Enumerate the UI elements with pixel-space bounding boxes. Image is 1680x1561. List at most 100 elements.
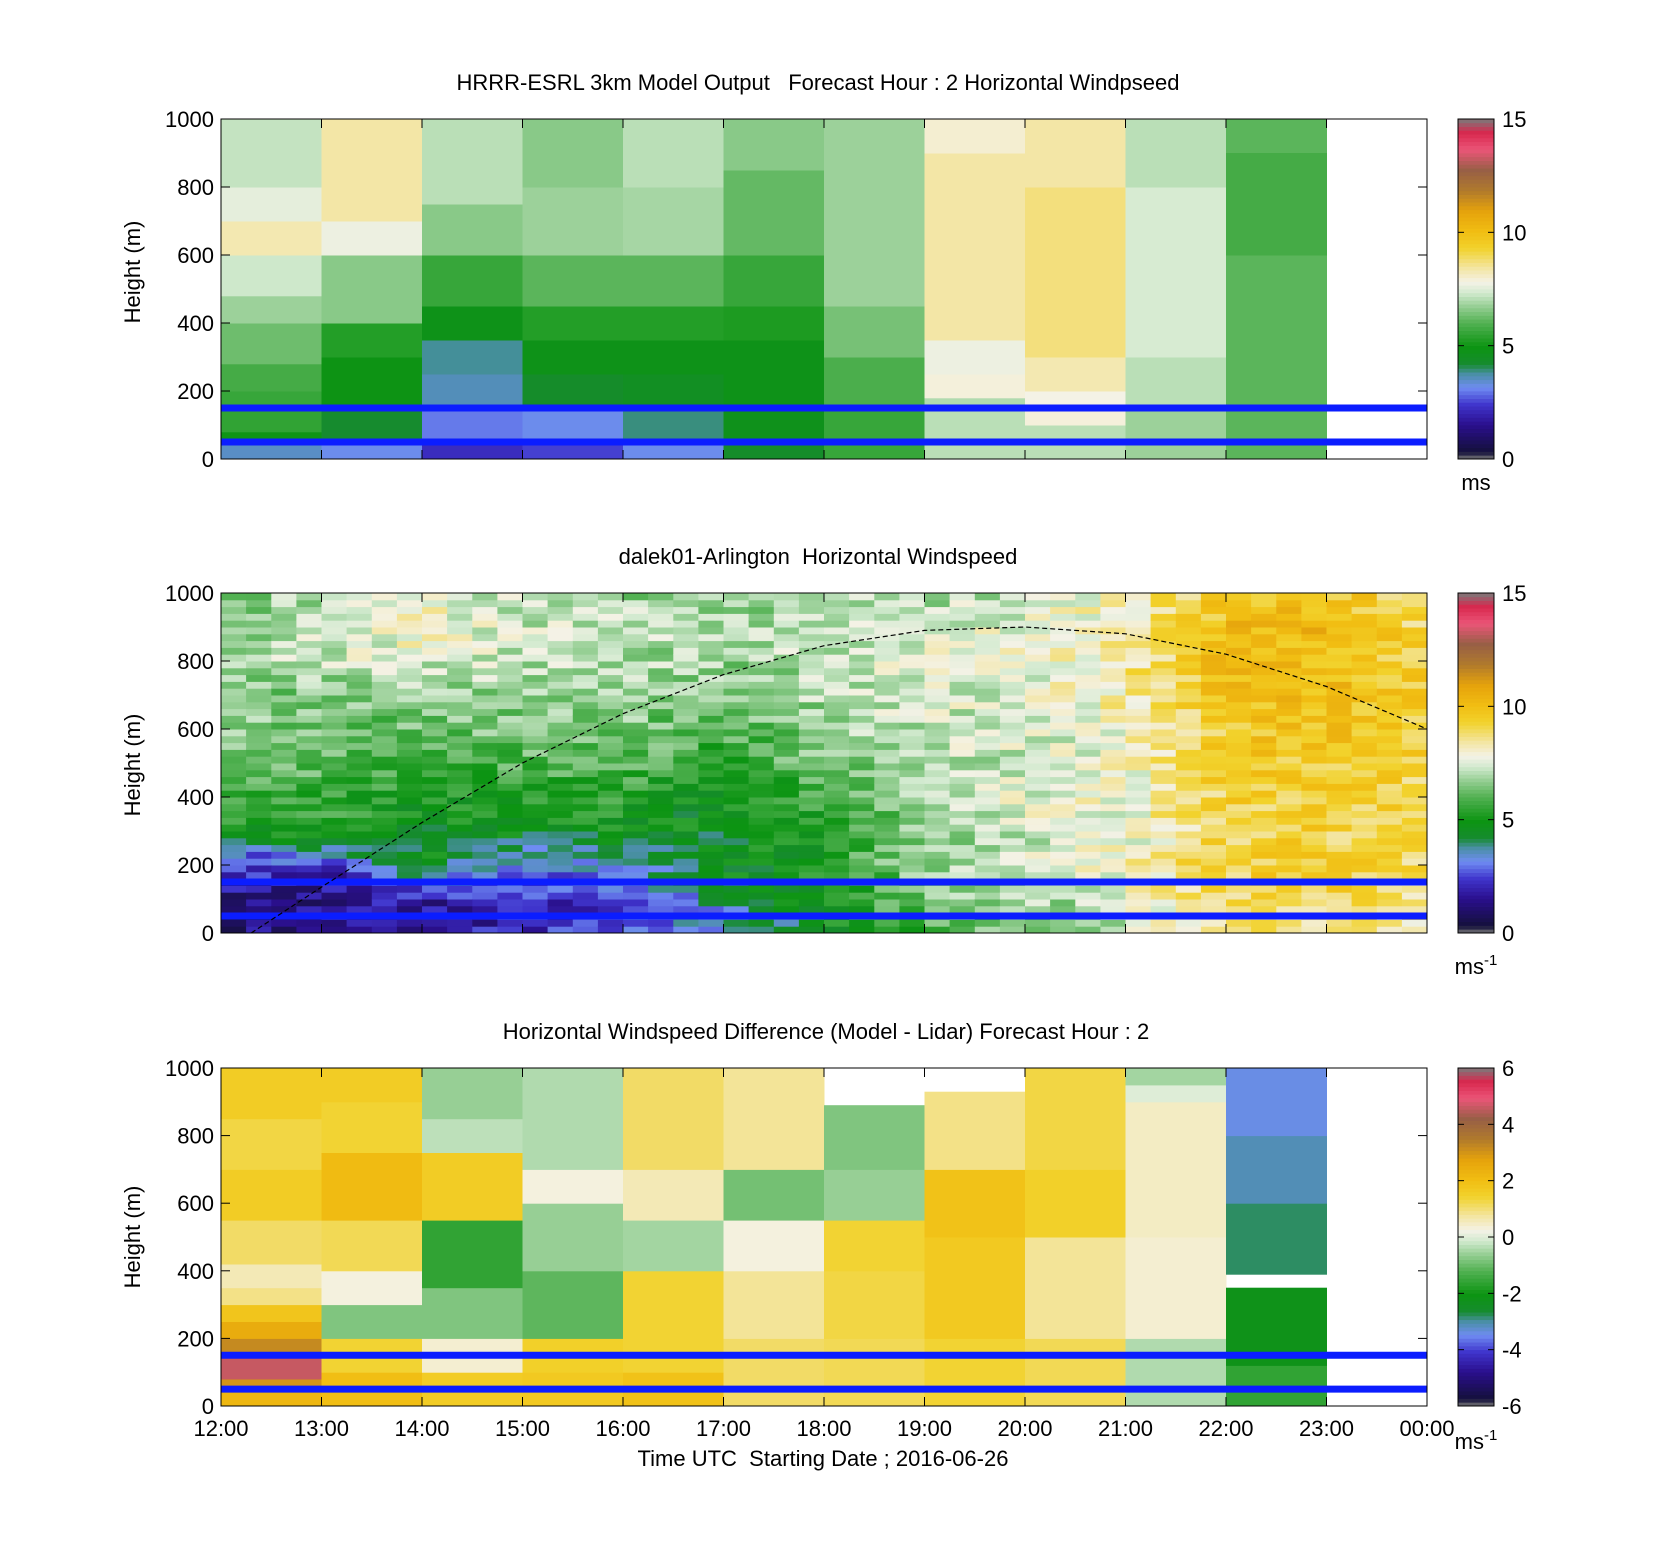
heatmap-cell <box>1376 844 1403 852</box>
heatmap-cell <box>1301 593 1327 601</box>
colorbar-segment <box>1458 763 1494 768</box>
heatmap-cell <box>547 654 574 662</box>
heatmap-cell <box>547 674 574 682</box>
heatmap-cell <box>522 919 549 927</box>
heatmap-cell <box>1175 701 1202 710</box>
heatmap-cell <box>824 357 925 409</box>
heatmap-cell <box>271 599 297 608</box>
colorbar-segment <box>1458 289 1494 294</box>
heatmap-cell <box>422 926 448 934</box>
heatmap-cell <box>371 769 398 778</box>
heatmap-cell <box>346 620 373 628</box>
heatmap-cell <box>1301 756 1327 764</box>
heatmap-cell <box>1175 715 1202 723</box>
heatmap-cell <box>1050 695 1076 703</box>
heatmap-cell <box>1075 640 1101 648</box>
heatmap-cell <box>296 776 322 784</box>
heatmap-cell <box>1251 701 1277 710</box>
heatmap-cell <box>572 647 599 655</box>
colorbar-segment <box>1458 1398 1494 1403</box>
heatmap-cell <box>1025 599 1051 608</box>
heatmap-cell <box>522 851 549 859</box>
colorbar-segment <box>1458 638 1494 643</box>
heatmap-cell <box>899 803 925 812</box>
heatmap-cell <box>221 817 247 825</box>
heatmap-cell <box>1025 769 1051 778</box>
heatmap-cell <box>522 797 549 805</box>
heatmap-cell <box>773 640 800 648</box>
heatmap-cell <box>974 892 1001 900</box>
colorbar-segment <box>1458 1360 1494 1366</box>
heatmap-cell <box>899 695 925 703</box>
heatmap-cell <box>296 688 322 696</box>
heatmap-cell <box>246 742 272 750</box>
heatmap-cell <box>1351 640 1378 648</box>
heatmap-cell <box>1251 790 1277 798</box>
heatmap-cell <box>1050 640 1076 648</box>
heatmap-cell <box>974 674 1001 682</box>
heatmap-cell <box>849 661 875 669</box>
heatmap-cell <box>874 593 900 601</box>
heatmap-cell <box>1075 729 1101 737</box>
heatmap-cell <box>899 790 925 798</box>
heatmap-cell <box>748 885 775 893</box>
heatmap-cell <box>798 674 825 682</box>
heatmap-cell <box>547 695 574 703</box>
heatmap-cell <box>221 722 247 730</box>
heatmap-cell <box>1326 599 1353 608</box>
heatmap-cell <box>924 919 951 927</box>
heatmap-cell <box>1150 865 1177 873</box>
heatmap-cell <box>522 871 549 880</box>
heatmap-cell <box>422 306 523 341</box>
heatmap-cell <box>1100 851 1126 859</box>
heatmap-cell <box>497 919 523 927</box>
heatmap-cell <box>1050 790 1076 798</box>
heatmap-cell <box>396 885 423 893</box>
heatmap-cell <box>874 667 900 676</box>
heatmap-cell <box>1301 865 1327 873</box>
colorbar-segment <box>1458 421 1494 426</box>
heatmap-cell <box>999 831 1026 839</box>
heatmap-cell <box>1376 606 1403 614</box>
heatmap-cell <box>497 892 523 900</box>
heatmap-cell <box>497 701 523 710</box>
heatmap-cell <box>974 926 1001 934</box>
heatmap-cell <box>949 742 976 750</box>
colorbar-segment <box>1458 1079 1494 1084</box>
heatmap-cell <box>1150 797 1177 805</box>
heatmap-cell <box>924 613 951 621</box>
heatmap-cell <box>924 599 951 608</box>
heatmap-cell <box>623 255 724 307</box>
x-tick-label: 13:00 <box>294 1416 349 1441</box>
heatmap-cell <box>1376 790 1403 798</box>
heatmap-cell <box>271 695 297 703</box>
heatmap-cell <box>447 708 473 716</box>
heatmap-cell <box>271 926 297 934</box>
heatmap-cell <box>698 654 724 662</box>
heatmap-cell <box>1226 1068 1327 1137</box>
heatmap-cell <box>346 892 373 900</box>
heatmap-cell <box>1025 871 1051 880</box>
heatmap-cell <box>874 695 900 703</box>
heatmap-cell <box>1100 803 1126 812</box>
heatmap-cell <box>522 640 549 648</box>
heatmap-cell <box>371 722 398 730</box>
heatmap-cell <box>346 790 373 798</box>
heatmap-cell <box>597 776 624 784</box>
heatmap-cell <box>572 661 599 669</box>
heatmap-cell <box>1376 729 1403 737</box>
heatmap-cell <box>497 844 523 852</box>
heatmap-cell <box>1200 613 1227 621</box>
heatmap-cell <box>798 695 825 703</box>
heatmap-cell <box>246 892 272 900</box>
heatmap-cell <box>221 593 247 601</box>
heatmap-cell <box>1125 865 1152 873</box>
heatmap-cell <box>246 661 272 669</box>
colorbar-segment <box>1458 1206 1494 1212</box>
heatmap-cell <box>221 735 247 744</box>
heatmap-cell <box>1326 885 1353 893</box>
heatmap-cell <box>246 905 272 914</box>
heatmap-cell <box>572 701 599 710</box>
colorbar-tick-label: 0 <box>1502 1225 1514 1250</box>
heatmap-cell <box>1075 627 1101 635</box>
